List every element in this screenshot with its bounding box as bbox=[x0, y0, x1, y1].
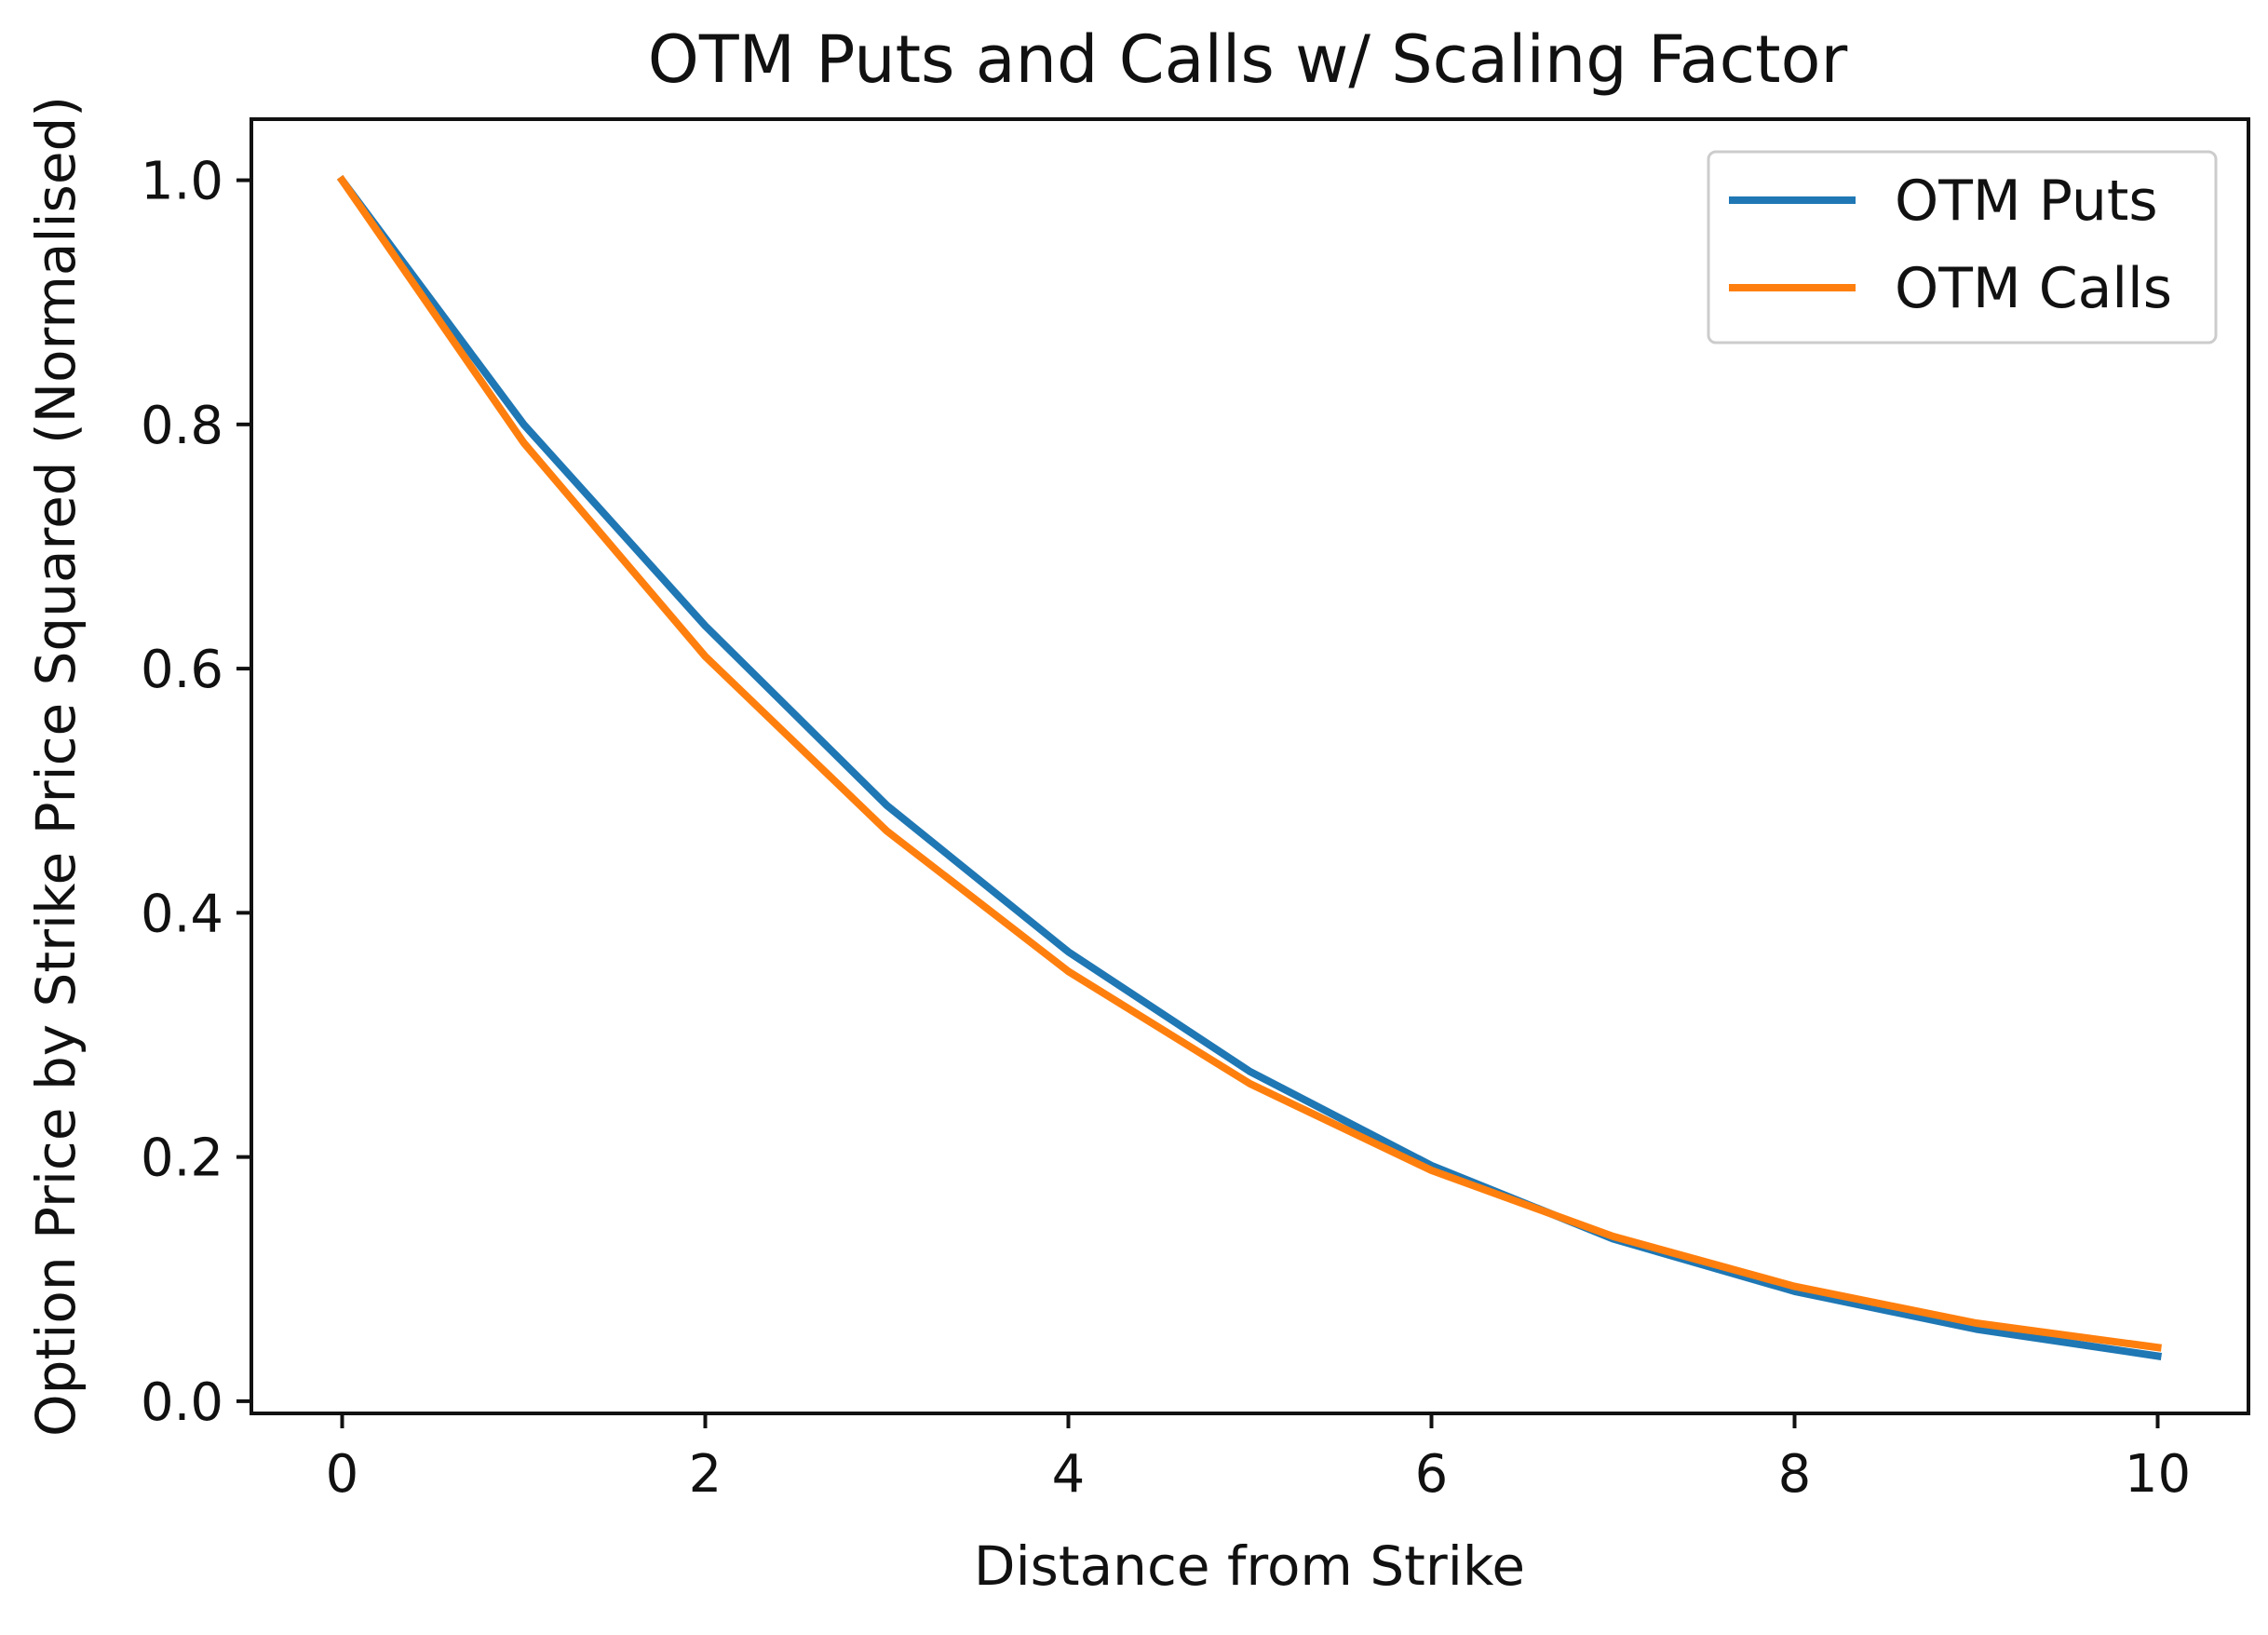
y-tick-label: 0.8 bbox=[141, 396, 223, 456]
y-tick-label: 0.4 bbox=[141, 884, 223, 944]
x-tick-label: 0 bbox=[326, 1444, 359, 1505]
y-axis-title: Option Price by Strike Price Squared (No… bbox=[24, 96, 88, 1437]
legend-label: OTM Calls bbox=[1895, 256, 2172, 321]
series-lines bbox=[336, 175, 2163, 1360]
x-tick-label: 4 bbox=[1052, 1444, 1086, 1505]
x-axis: 0 2 4 6 8 10 bbox=[326, 1413, 2191, 1505]
x-tick-label: 10 bbox=[2125, 1444, 2191, 1505]
legend-label: OTM Puts bbox=[1895, 169, 2158, 234]
y-tick-label: 0.2 bbox=[141, 1128, 223, 1189]
chart-title: OTM Puts and Calls w/ Scaling Factor bbox=[648, 21, 1848, 98]
x-axis-title: Distance from Strike bbox=[974, 1534, 1525, 1598]
series-line-otm-puts bbox=[336, 175, 2163, 1360]
y-tick-label: 0.6 bbox=[141, 640, 223, 700]
x-tick-label: 2 bbox=[689, 1444, 722, 1505]
x-tick-label: 8 bbox=[1778, 1444, 1812, 1505]
y-axis: 0.0 0.2 0.4 0.6 0.8 1.0 bbox=[141, 152, 251, 1433]
plot-frame bbox=[250, 117, 2250, 1415]
legend: OTM Puts OTM Calls bbox=[1707, 150, 2218, 345]
y-tick-label: 0.0 bbox=[141, 1372, 223, 1433]
x-tick-label: 6 bbox=[1415, 1444, 1449, 1505]
series-line-otm-calls bbox=[336, 175, 2162, 1352]
y-tick-label: 1.0 bbox=[141, 152, 223, 212]
